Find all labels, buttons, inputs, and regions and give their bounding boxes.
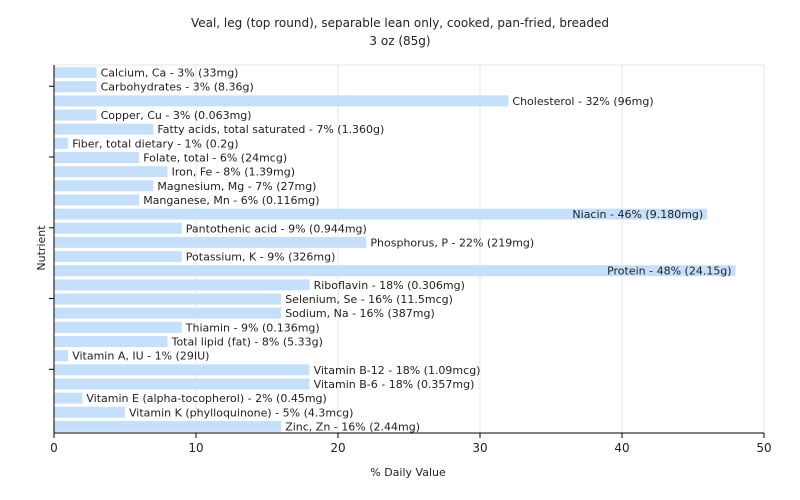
bar-24 [54,406,125,418]
bar-label-19: Total lipid (fat) - 8% (5.33g) [171,336,323,349]
bar-label-13: Potassium, K - 9% (326mg) [186,251,336,264]
chart-subtitle: 3 oz (85g) [369,34,430,48]
bar-7 [54,166,168,178]
bar-label-9: Manganese, Mn - 6% (0.116mg) [143,194,319,207]
bar-label-14: Protein - 48% (24.15g) [607,265,732,278]
bar-0 [54,67,97,79]
bar-label-10: Niacin - 46% (9.180mg) [572,208,703,221]
bar-label-6: Folate, total - 6% (24mcg) [143,152,287,165]
y-axis-label: Nutrient [35,225,48,271]
bar-label-0: Calcium, Ca - 3% (33mg) [101,67,239,80]
x-tick-label-2: 20 [330,441,345,455]
bar-label-12: Phosphorus, P - 22% (219mg) [370,236,534,249]
x-tick-label-3: 30 [472,441,487,455]
bar-12 [54,236,367,248]
bar-label-8: Magnesium, Mg - 7% (27mg) [157,180,316,193]
bar-label-7: Iron, Fe - 8% (1.39mg) [172,166,295,179]
bar-label-21: Vitamin B-12 - 18% (1.09mcg) [314,364,481,377]
bar-21 [54,364,310,376]
bar-label-4: Fatty acids, total saturated - 7% (1.360… [157,123,384,136]
bar-label-3: Copper, Cu - 3% (0.063mg) [101,109,252,122]
bar-label-18: Thiamin - 9% (0.136mg) [185,321,320,334]
bar-22 [54,378,310,390]
bar-15 [54,279,310,291]
bar-label-17: Sodium, Na - 16% (387mg) [285,307,435,320]
x-tick-labels: 0 10 20 30 40 50 [50,433,772,455]
bar-label-22: Vitamin B-6 - 18% (0.357mg) [314,378,475,391]
x-tick-label-4: 40 [614,441,629,455]
bar-14 [54,265,736,277]
bar-4 [54,123,154,135]
bar-11 [54,222,182,234]
bar-5 [54,137,69,149]
bar-label-16: Selenium, Se - 16% (11.5mcg) [285,293,453,306]
x-tick-label-0: 0 [50,441,58,455]
bar-8 [54,180,154,192]
x-tick-label-5: 50 [756,441,771,455]
chart-title: Veal, leg (top round), separable lean on… [191,16,609,30]
x-tick-label-1: 10 [188,441,203,455]
bar-19 [54,336,168,347]
bar-label-2: Cholesterol - 32% (96mg) [512,95,653,108]
bar-16 [54,293,282,305]
bar-label-24: Vitamin K (phylloquinone) - 5% (4.3mcg) [129,406,353,419]
axes-group [49,65,764,434]
bars-group: Calcium, Ca - 3% (33mg)Carbohydrates - 3… [54,67,736,433]
bar-label-23: Vitamin E (alpha-tocopherol) - 2% (0.45m… [86,392,326,405]
bar-2 [54,95,509,107]
bar-label-1: Carbohydrates - 3% (8.36g) [101,81,254,94]
bar-label-25: Zinc, Zn - 16% (2.44mg) [285,420,420,433]
bar-label-20: Vitamin A, IU - 1% (29IU) [72,350,209,363]
bar-18 [54,321,182,333]
bar-13 [54,251,182,263]
bar-6 [54,152,140,163]
bar-23 [54,392,83,404]
bar-17 [54,307,282,319]
bar-25 [54,420,282,432]
bar-20 [54,350,69,362]
bar-3 [54,109,97,121]
bar-9 [54,194,140,206]
bar-label-5: Fiber, total dietary - 1% (0.2g) [72,137,238,150]
bar-label-11: Pantothenic acid - 9% (0.944mg) [186,222,367,235]
bar-1 [54,81,97,93]
x-axis-label: % Daily Value [370,466,446,479]
bar-10 [54,208,708,220]
bar-label-15: Riboflavin - 18% (0.306mg) [314,279,465,292]
